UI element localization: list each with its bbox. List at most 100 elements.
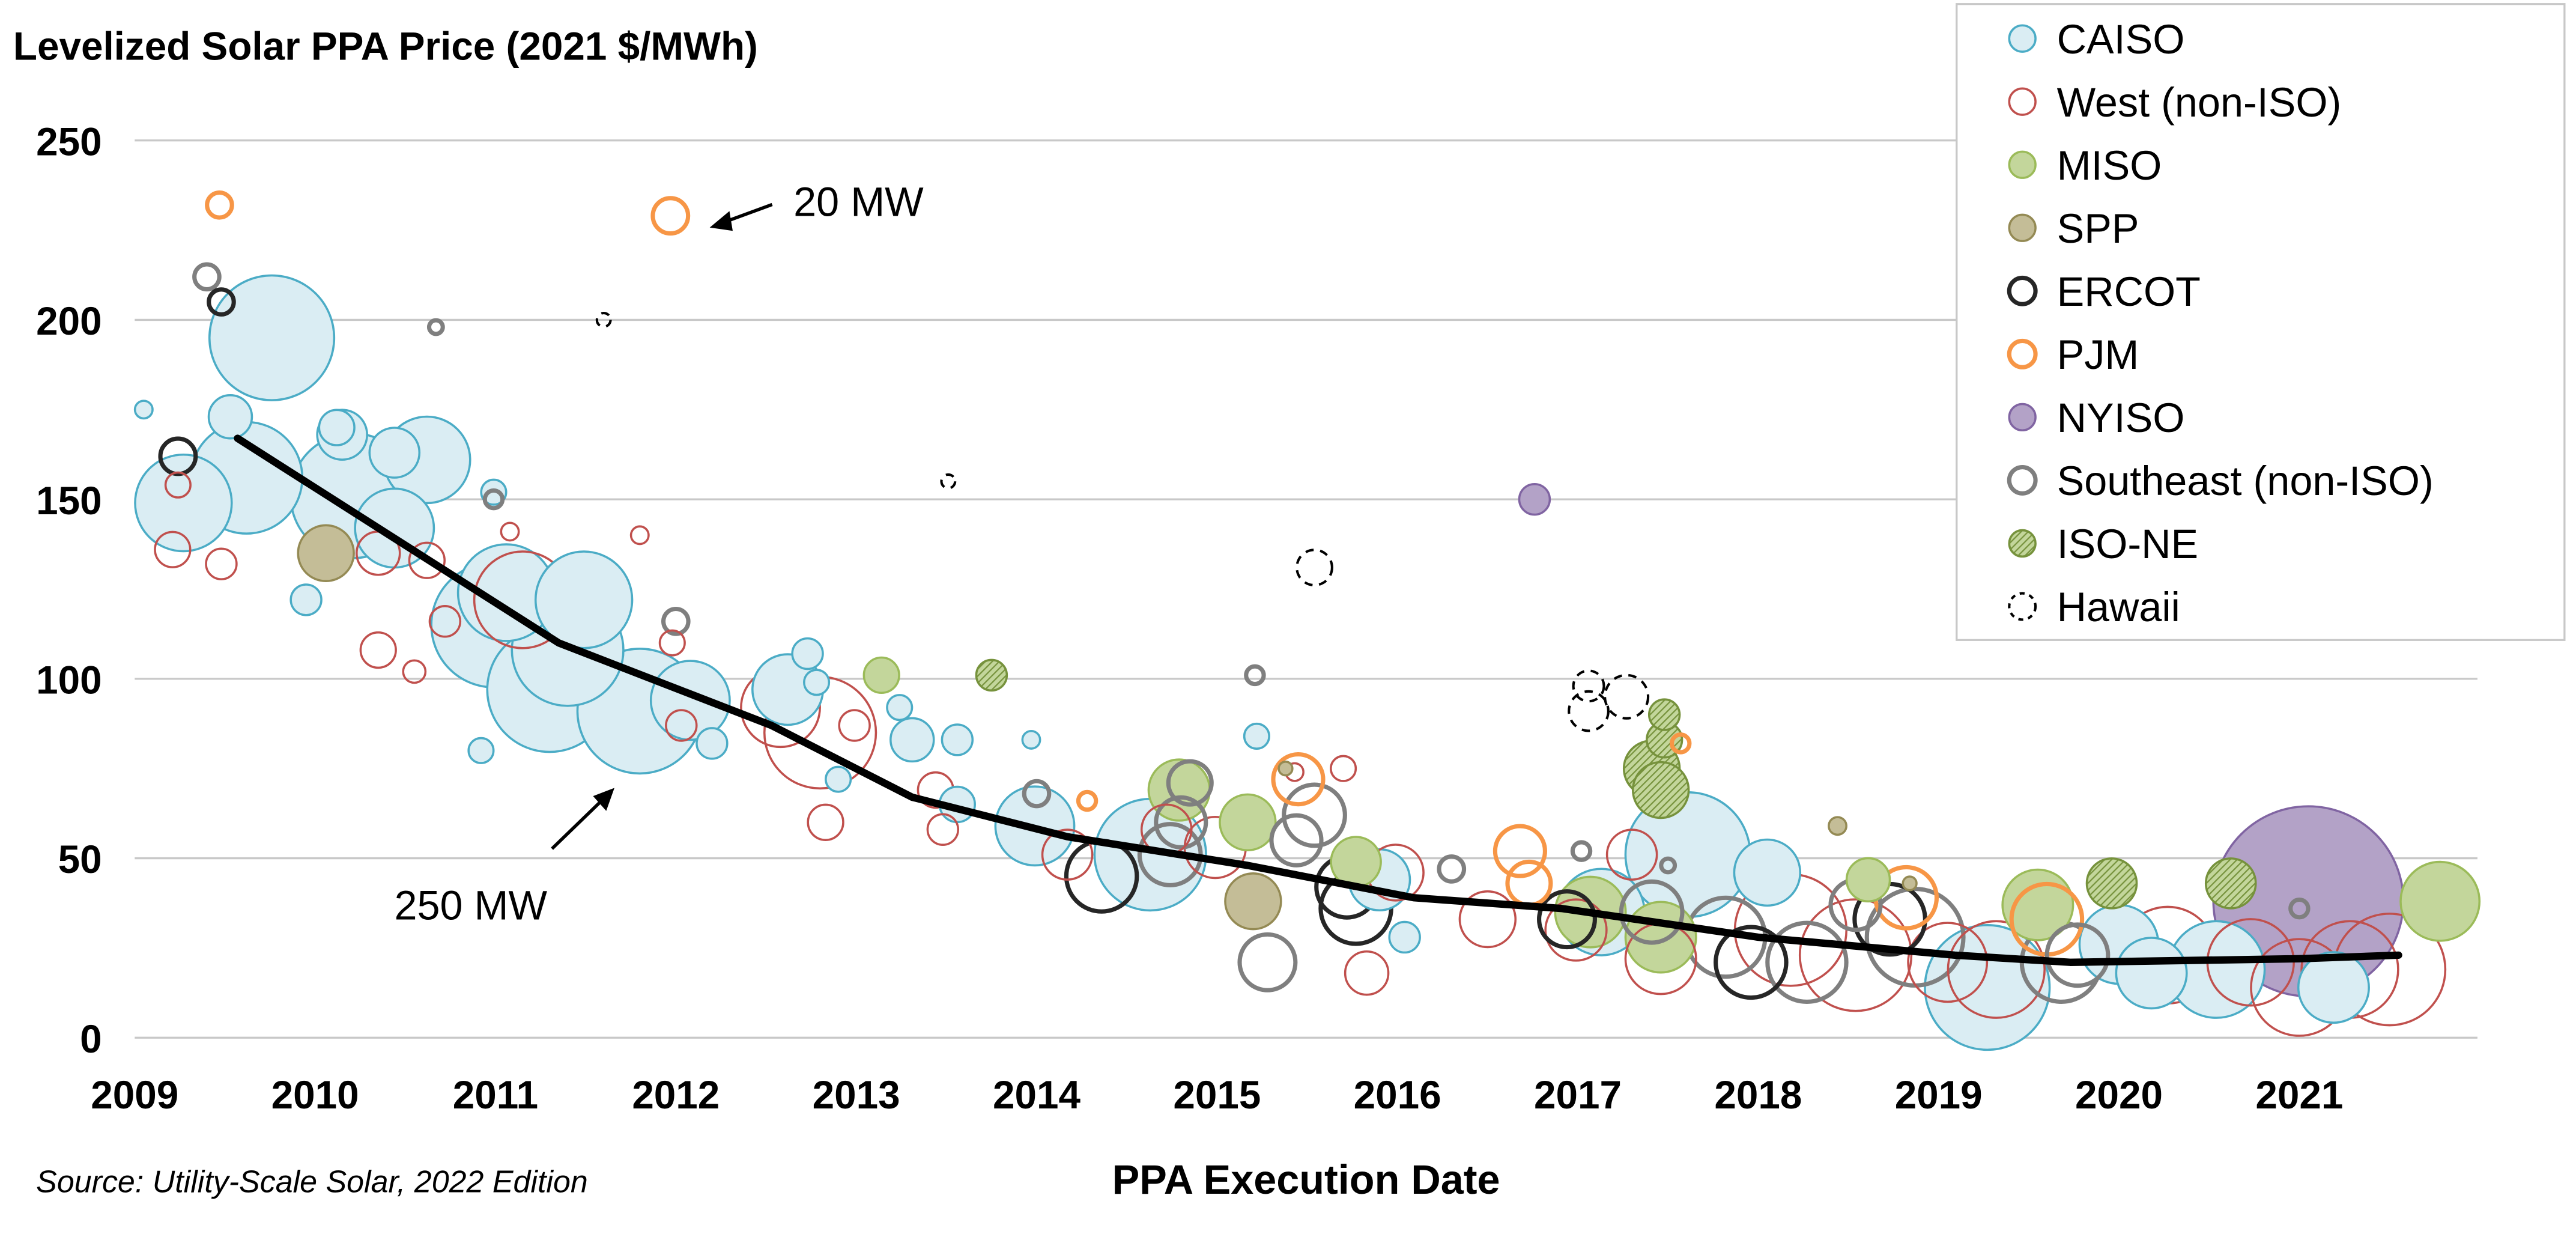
x-tick-label: 2014 bbox=[993, 1073, 1080, 1117]
source-note: Source: Utility-Scale Solar, 2022 Editio… bbox=[36, 1164, 588, 1199]
legend-marker-icon bbox=[2007, 275, 2038, 306]
bubble-west-non-iso bbox=[500, 521, 520, 542]
bubble-west-non-iso bbox=[629, 525, 650, 546]
bubble-west-non-iso bbox=[1798, 898, 1913, 1012]
legend-item: Hawaii bbox=[2008, 585, 2180, 630]
arrow-250mw-icon bbox=[551, 788, 615, 850]
bubble-west-non-iso bbox=[1344, 950, 1390, 996]
bubble-miso bbox=[862, 656, 900, 695]
bubble-southeast-non-iso bbox=[1619, 879, 1685, 945]
x-axis-label: PPA Execution Date bbox=[1112, 1157, 1500, 1203]
bubble-nyiso bbox=[1518, 482, 1551, 516]
legend-label: PJM bbox=[2057, 332, 2139, 378]
bubble-west-non-iso bbox=[205, 547, 238, 580]
legend-item: NYISO bbox=[2008, 395, 2185, 441]
bubble-hawaii bbox=[1568, 690, 1610, 732]
legend-label: ERCOT bbox=[2057, 269, 2201, 315]
bubble-southeast-non-iso bbox=[1282, 782, 1347, 848]
bubble-ercot bbox=[207, 287, 236, 317]
y-tick-label: 100 bbox=[36, 658, 102, 702]
bubble-caiso bbox=[2115, 937, 2188, 1010]
bubble-southeast-non-iso bbox=[1269, 813, 1324, 868]
trend-line bbox=[234, 434, 2402, 966]
bubble-southeast-non-iso bbox=[482, 488, 505, 511]
legend-item: West (non-ISO) bbox=[2008, 80, 2341, 126]
bubble-west-non-iso bbox=[658, 629, 686, 657]
bubble-iso-ne bbox=[975, 658, 1008, 692]
bubble-caiso bbox=[467, 737, 495, 764]
bubble-ercot bbox=[1537, 889, 1597, 950]
bubble-southeast-non-iso bbox=[192, 262, 222, 292]
x-tick-label: 2016 bbox=[1354, 1073, 1441, 1117]
bubble-pjm bbox=[650, 196, 691, 236]
bubble-west-non-iso bbox=[428, 605, 462, 638]
y-axis-ticks: 0 50 100 150 200 250 bbox=[36, 120, 102, 1060]
bubble-caiso bbox=[134, 453, 233, 553]
bubble-caiso bbox=[1021, 729, 1041, 750]
bubble-miso bbox=[2001, 868, 2074, 941]
bubble-caiso bbox=[649, 660, 731, 741]
bubble-southeast-non-iso bbox=[1166, 759, 1214, 807]
bubble-iso-ne bbox=[2204, 857, 2257, 910]
bubble-hawaii bbox=[595, 312, 612, 328]
bubble-spp bbox=[1902, 875, 1918, 892]
bubble-west-non-iso bbox=[154, 530, 192, 568]
legend-label: Hawaii bbox=[2057, 585, 2180, 630]
bubble-pjm bbox=[1505, 859, 1553, 907]
bubble-west-non-iso bbox=[164, 471, 192, 499]
bubble-miso bbox=[2399, 860, 2481, 942]
bubble-hawaii bbox=[940, 473, 957, 490]
bubble-caiso bbox=[1388, 920, 1421, 954]
x-tick-label: 2009 bbox=[91, 1073, 178, 1117]
bubble-southeast-non-iso bbox=[1437, 854, 1467, 884]
bubble-ercot bbox=[158, 436, 198, 476]
bubble-west-non-iso bbox=[807, 803, 844, 841]
bubble-west-non-iso bbox=[1458, 890, 1517, 949]
bubble-caiso bbox=[207, 394, 253, 440]
x-tick-label: 2021 bbox=[2255, 1073, 2343, 1117]
x-tick-label: 2017 bbox=[1534, 1073, 1622, 1117]
bubble-caiso bbox=[534, 550, 634, 649]
bubble-caiso bbox=[2297, 951, 2370, 1024]
bubble-west-non-iso bbox=[1041, 828, 1094, 881]
legend-marker-icon bbox=[2008, 403, 2037, 432]
bubble-west-non-iso bbox=[665, 709, 698, 742]
bubble-caiso bbox=[889, 717, 935, 763]
legend-label: SPP bbox=[2057, 206, 2139, 252]
legend-marker-icon bbox=[2008, 529, 2037, 558]
x-tick-label: 2010 bbox=[271, 1073, 359, 1117]
y-tick-label: 250 bbox=[36, 120, 102, 163]
bubble-pjm bbox=[1669, 732, 1692, 755]
legend-marker-icon bbox=[2008, 213, 2037, 242]
x-tick-label: 2019 bbox=[1895, 1073, 1983, 1117]
bubble-hawaii bbox=[1604, 673, 1650, 720]
legend-item: MISO bbox=[2008, 143, 2162, 189]
bubble-southeast-non-iso bbox=[1765, 920, 1849, 1004]
bubble-caiso bbox=[886, 694, 914, 722]
bubble-hawaii bbox=[1296, 549, 1333, 587]
bubble-caiso bbox=[941, 723, 974, 756]
bubble-west-non-iso bbox=[1605, 828, 1658, 881]
bubble-caiso bbox=[791, 637, 824, 670]
bubble-spp bbox=[1828, 816, 1847, 836]
x-tick-label: 2018 bbox=[1714, 1073, 1802, 1117]
y-tick-label: 150 bbox=[36, 479, 102, 523]
bubble-caiso bbox=[696, 727, 729, 760]
bubble-caiso bbox=[368, 427, 421, 479]
bubble-iso-ne bbox=[1631, 761, 1690, 819]
legend: CAISO West (non-ISO) MISO SPP ERCOT PJM NYISO S… bbox=[1956, 3, 2566, 641]
bubble-pjm bbox=[1493, 824, 1547, 878]
bubble-caiso bbox=[1243, 722, 1270, 750]
bubble-spp bbox=[297, 524, 355, 582]
x-tick-label: 2011 bbox=[453, 1073, 538, 1117]
x-tick-label: 2013 bbox=[813, 1073, 900, 1117]
bubble-southeast-non-iso bbox=[1244, 664, 1266, 687]
bubble-southeast-non-iso bbox=[1659, 856, 1677, 875]
legend-label: NYISO bbox=[2057, 395, 2185, 441]
legend-label: MISO bbox=[2057, 143, 2162, 189]
legend-item: ERCOT bbox=[2007, 269, 2201, 315]
bubble-caiso bbox=[318, 409, 356, 446]
x-tick-label: 2015 bbox=[1173, 1073, 1261, 1117]
legend-marker-icon bbox=[2007, 338, 2038, 369]
bubble-caiso bbox=[825, 765, 852, 793]
